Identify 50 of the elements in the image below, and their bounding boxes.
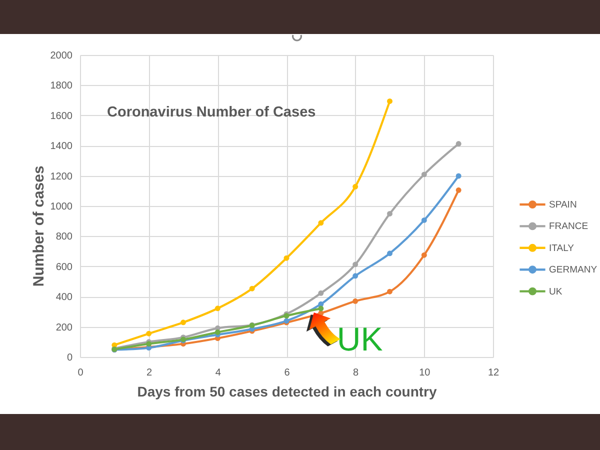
x-tick-label: 12	[488, 368, 500, 378]
legend-label: GERMANY	[549, 264, 598, 276]
point	[284, 255, 290, 261]
point	[387, 98, 392, 104]
point	[352, 273, 358, 279]
y-tick-label: 200	[56, 322, 73, 334]
point	[318, 290, 324, 296]
y-tick-label: 1600	[50, 110, 73, 122]
y-tick-label: 800	[56, 232, 73, 243]
point	[249, 286, 255, 292]
x-tick-label: 4	[215, 368, 222, 378]
point	[387, 250, 392, 256]
annotation: UK	[336, 320, 383, 358]
point	[421, 172, 427, 178]
point	[214, 306, 220, 312]
y-tick-label: 1800	[50, 80, 73, 92]
point	[456, 187, 462, 193]
x-tick-label: 2	[146, 368, 153, 378]
y-tick-label: 1200	[50, 171, 73, 182]
x-axis-title: Days from 50 cases detected in each country	[137, 384, 437, 400]
point	[146, 330, 152, 336]
point	[352, 184, 358, 190]
legend-label: ITALY	[549, 242, 575, 254]
y-tick-label: 400	[56, 292, 73, 304]
point	[318, 306, 324, 312]
point	[421, 217, 427, 223]
y-tick-label: 600	[56, 262, 73, 273]
point	[387, 288, 392, 294]
y-tick-label: 1400	[50, 141, 73, 152]
point	[456, 173, 462, 179]
point	[456, 141, 462, 147]
y-tick-label: 1000	[50, 202, 73, 212]
legend-label: FRANCE	[549, 221, 588, 232]
legend-label: SPAIN	[549, 200, 577, 210]
x-tick-label: 0	[78, 368, 84, 378]
x-tick-label: 6	[284, 368, 290, 378]
y-tick-label: 0	[66, 352, 73, 364]
x-tick-label: 8	[353, 368, 360, 378]
point	[387, 210, 392, 216]
y-tick-label: 2000	[50, 50, 73, 62]
point	[318, 220, 324, 226]
point	[352, 298, 358, 304]
point	[352, 262, 358, 268]
legend-label: UK	[549, 286, 563, 298]
x-tick-label: 10	[419, 368, 431, 378]
point	[180, 320, 186, 326]
point	[214, 330, 220, 335]
text: Coronavirus Number of Cases	[107, 104, 316, 120]
y-axis-title: Number of cases	[30, 166, 48, 287]
point	[421, 252, 427, 258]
